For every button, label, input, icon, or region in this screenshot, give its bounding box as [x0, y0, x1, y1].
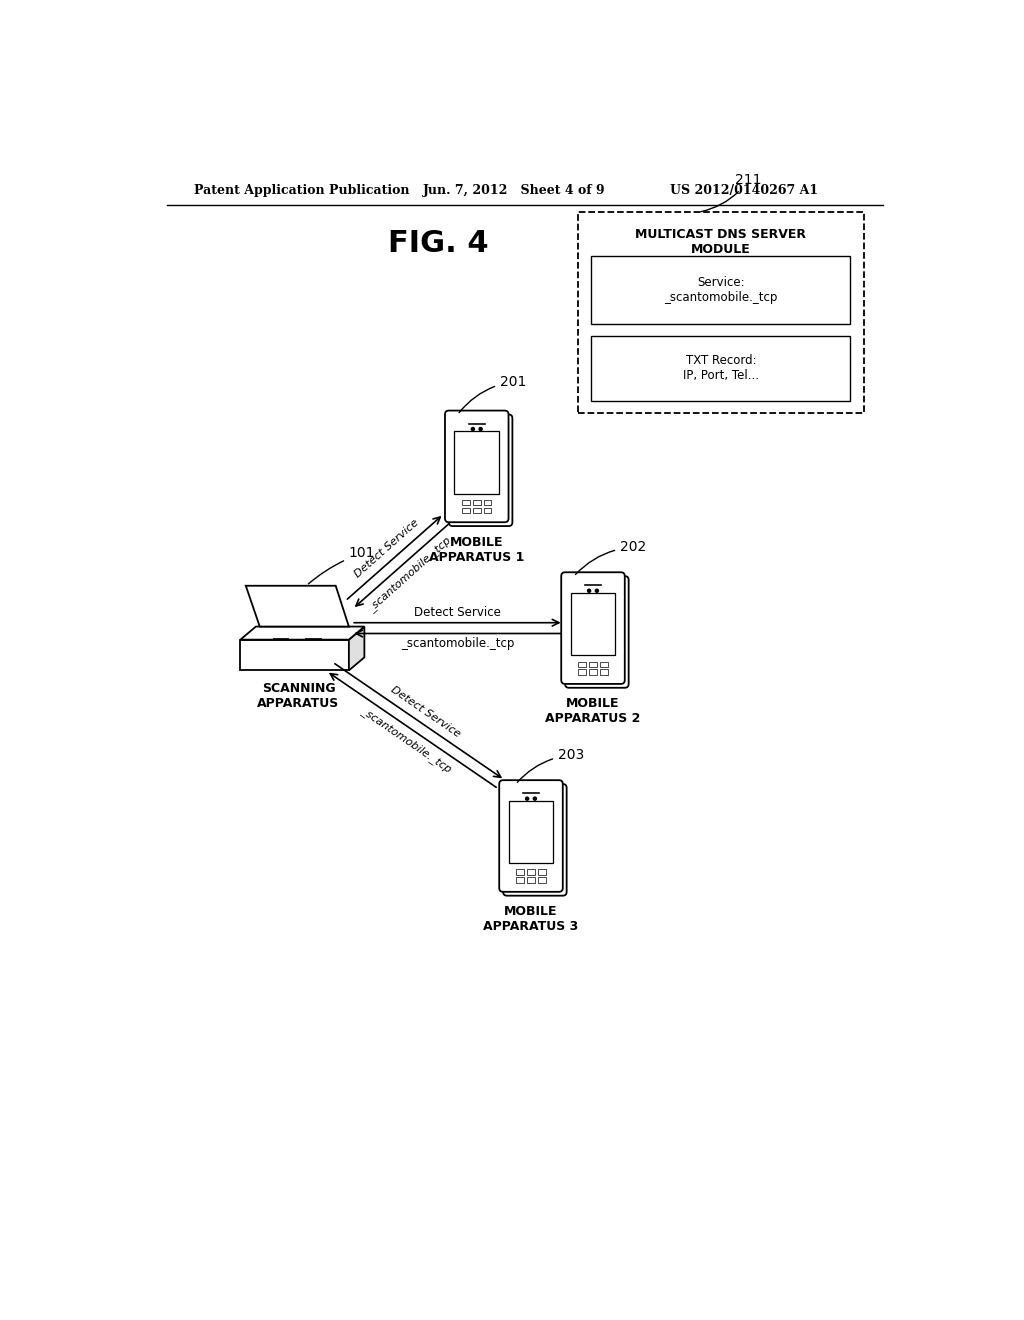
Text: Service:
_scantomobile._tcp: Service: _scantomobile._tcp [665, 276, 777, 304]
Circle shape [595, 589, 598, 593]
Bar [455, 432, 500, 494]
Text: _scantomobile._tcp: _scantomobile._tcp [366, 535, 453, 614]
Circle shape [525, 797, 528, 800]
Bar [516, 870, 524, 875]
Text: 101: 101 [308, 546, 376, 583]
Text: _scantomobile._tcp: _scantomobile._tcp [400, 638, 514, 649]
Text: MOBILE
APPARATUS 1: MOBILE APPARATUS 1 [429, 536, 524, 564]
Text: _scantomobile._tcp: _scantomobile._tcp [358, 705, 453, 775]
Bar [462, 500, 470, 506]
Bar [579, 669, 586, 675]
Text: Detect Service: Detect Service [352, 517, 421, 579]
Bar [589, 661, 597, 667]
Bar [538, 870, 546, 875]
Bar [589, 669, 597, 675]
Polygon shape [241, 640, 349, 671]
Text: TXT Record:
IP, Port, Tel...: TXT Record: IP, Port, Tel... [683, 354, 759, 383]
Bar [527, 878, 535, 883]
Circle shape [471, 428, 474, 430]
Bar [600, 661, 607, 667]
Circle shape [534, 797, 537, 800]
Text: MULTICAST DNS SERVER
MODULE: MULTICAST DNS SERVER MODULE [635, 227, 806, 256]
Circle shape [588, 589, 591, 593]
Bar [516, 878, 524, 883]
Bar [483, 500, 492, 506]
Text: 203: 203 [517, 748, 585, 783]
Bar [473, 500, 480, 506]
Bar [509, 801, 554, 863]
Text: Detect Service: Detect Service [388, 684, 462, 739]
Bar [538, 878, 546, 883]
Bar [462, 508, 470, 513]
Polygon shape [241, 627, 365, 640]
Text: 202: 202 [575, 540, 646, 574]
Circle shape [479, 428, 482, 430]
FancyBboxPatch shape [561, 573, 625, 684]
Text: Jun. 7, 2012   Sheet 4 of 9: Jun. 7, 2012 Sheet 4 of 9 [423, 185, 605, 197]
Bar [592, 256, 850, 323]
Text: 211: 211 [700, 173, 762, 211]
Bar [579, 661, 586, 667]
Bar [473, 508, 480, 513]
Bar [570, 593, 615, 656]
Text: MOBILE
APPARATUS 3: MOBILE APPARATUS 3 [483, 906, 579, 933]
Text: SCANNING
APPARATUS: SCANNING APPARATUS [257, 682, 340, 710]
Text: Detect Service: Detect Service [414, 606, 501, 619]
Bar [578, 213, 864, 413]
Text: Patent Application Publication: Patent Application Publication [194, 185, 410, 197]
FancyBboxPatch shape [449, 414, 512, 527]
Text: 201: 201 [459, 375, 526, 413]
FancyBboxPatch shape [445, 411, 509, 523]
Text: US 2012/0140267 A1: US 2012/0140267 A1 [671, 185, 818, 197]
FancyBboxPatch shape [503, 784, 566, 896]
Bar [527, 870, 535, 875]
FancyBboxPatch shape [565, 576, 629, 688]
Bar [483, 508, 492, 513]
Polygon shape [349, 627, 365, 671]
Text: MOBILE
APPARATUS 2: MOBILE APPARATUS 2 [546, 697, 641, 726]
Bar [600, 669, 607, 675]
Polygon shape [246, 586, 349, 627]
Text: FIG. 4: FIG. 4 [388, 228, 488, 257]
FancyBboxPatch shape [500, 780, 563, 892]
Bar [592, 335, 850, 401]
